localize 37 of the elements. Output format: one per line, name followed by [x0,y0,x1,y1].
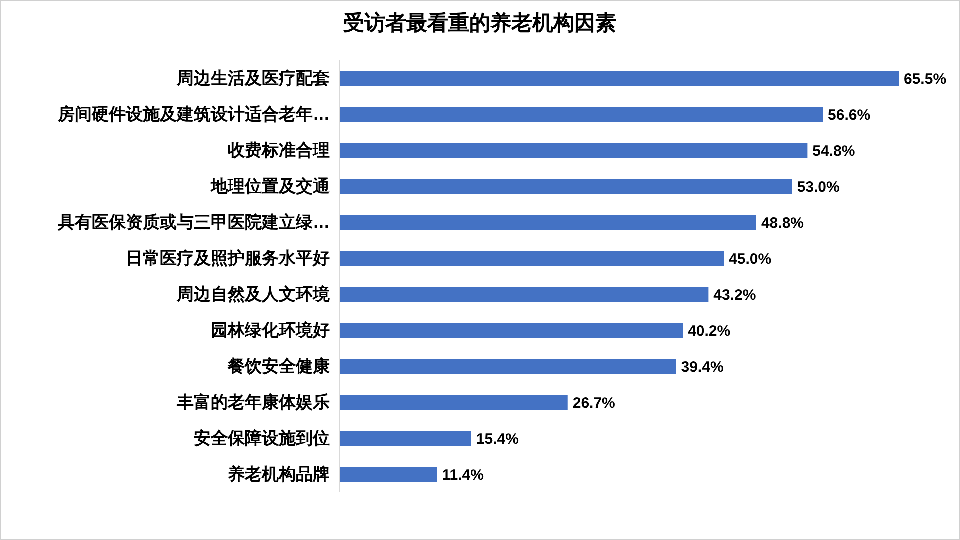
data-label: 39.4% [681,358,724,376]
bar [340,215,756,230]
bar [340,179,792,194]
data-label: 54.8% [812,142,856,160]
y-tick-label: 养老机构品牌 [227,465,330,484]
bar [340,395,568,410]
data-label: 11.4% [442,466,484,484]
bar [340,359,676,374]
chart-title: 受访者最看重的养老机构因素 [342,10,618,37]
y-tick-label: 周边生活及医疗配套 [176,69,330,88]
bar [340,467,438,482]
data-label: 15.4% [476,430,519,448]
y-tick-label: 日常医疗及照护服务水平好 [126,249,330,268]
y-tick-label: 收费标准合理 [228,141,330,160]
data-label: 48.8% [761,214,804,232]
data-label: 43.2% [714,286,756,304]
data-label: 53.0% [797,178,840,196]
bar [340,287,709,302]
y-tick-label: 丰富的老年康体娱乐 [176,393,330,412]
data-label: 26.7% [572,394,616,412]
bar [340,107,824,122]
y-tick-label: 园林绿化环境好 [211,321,330,340]
bar [340,323,684,338]
y-tick-label: 周边自然及人文环境 [176,285,330,304]
data-label: 40.2% [688,322,731,340]
data-label: 56.6% [828,106,871,124]
bar [340,71,899,86]
y-tick-label: 地理位置及交通 [210,177,330,196]
data-label: 45.0% [729,250,772,268]
y-tick-label: 餐饮安全健康 [227,357,331,376]
data-label: 65.5% [904,70,947,88]
bar [340,251,724,266]
bar [340,431,472,446]
y-tick-label: 房间硬件设施及建筑设计适合老年… [57,105,330,124]
y-tick-label: 具有医保资质或与三甲医院建立绿… [57,213,330,232]
bar [340,143,808,158]
y-tick-label: 安全保障设施到位 [194,429,330,448]
